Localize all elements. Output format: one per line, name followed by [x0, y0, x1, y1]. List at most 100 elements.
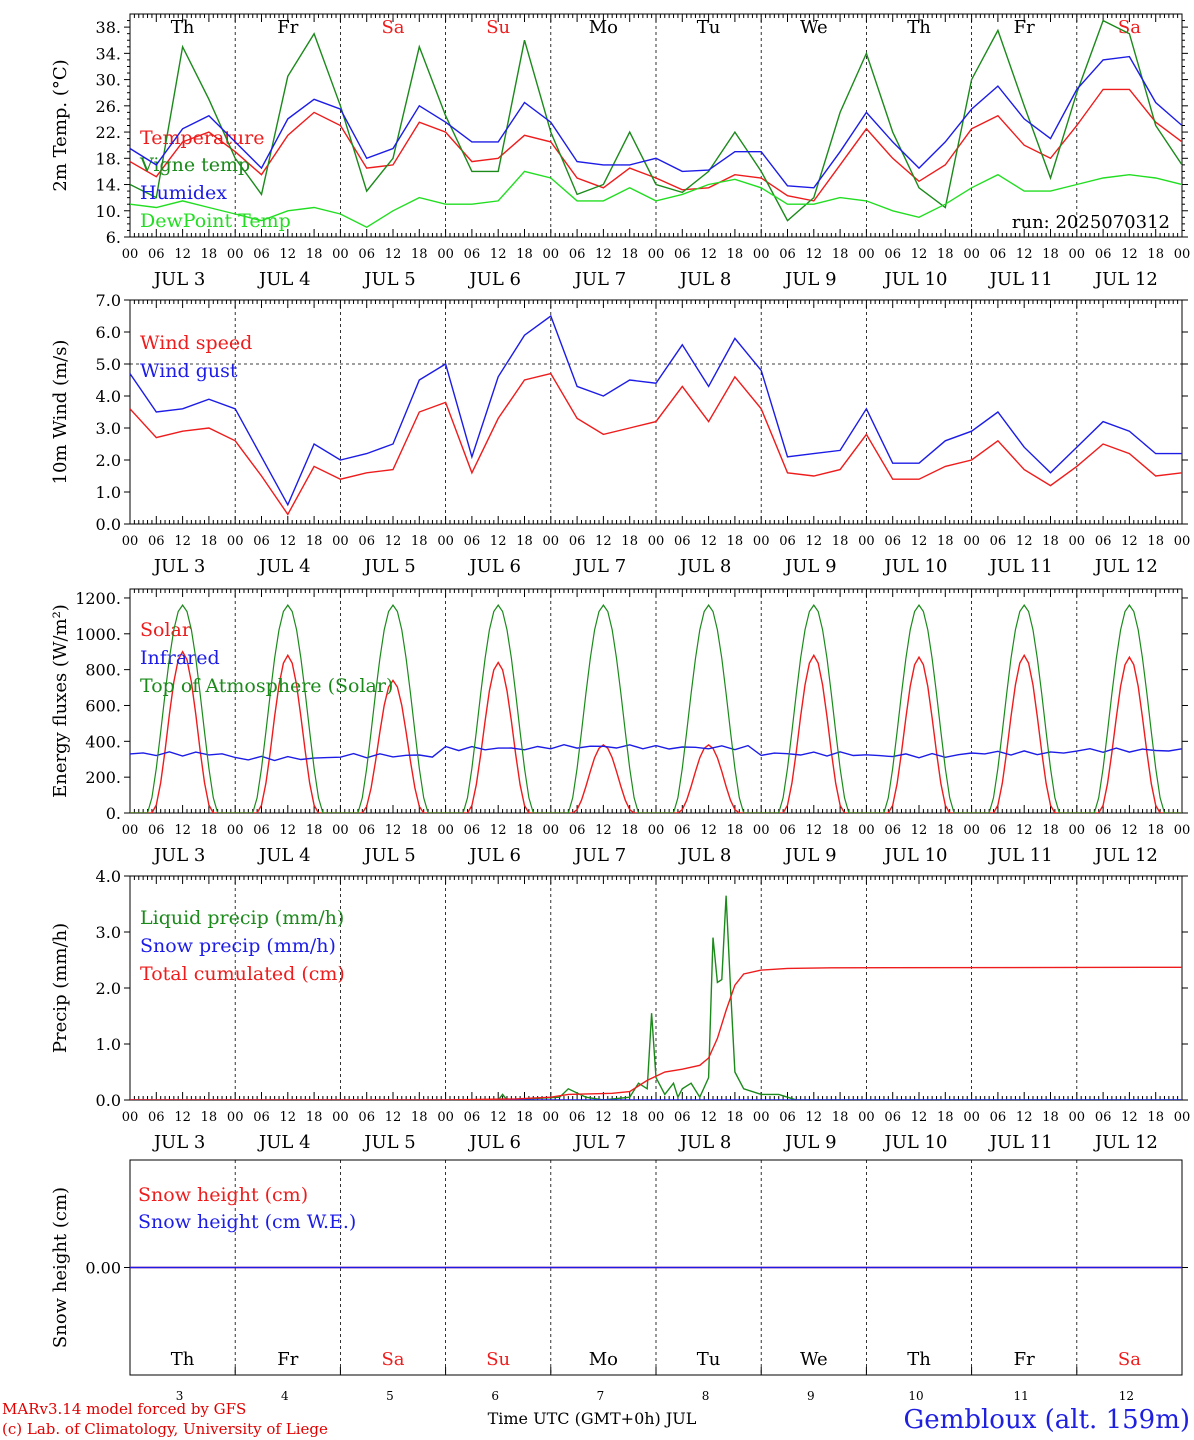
hour-label: 18 — [1147, 247, 1164, 262]
y-axis-label: 10m Wind (m/s) — [50, 340, 71, 485]
date-label: JUL 5 — [362, 269, 416, 290]
panels: 6.10.14.18.22.26.30.34.38.2m Temp. (°C)0… — [50, 13, 1191, 1403]
hour-label: 06 — [779, 247, 796, 262]
date-label: JUL 9 — [783, 269, 837, 290]
y-tick-label: 26. — [96, 97, 121, 116]
hour-label: 06 — [779, 823, 796, 838]
hour-label: 06 — [884, 534, 901, 549]
hour-label: 12 — [174, 534, 191, 549]
date-label: JUL 10 — [883, 556, 948, 577]
hour-label: 06 — [464, 1110, 481, 1125]
hour-label: 12 — [700, 823, 717, 838]
hour-label: 06 — [148, 1110, 165, 1125]
date-label: JUL 6 — [467, 845, 521, 866]
y-tick-label: 0.00 — [85, 1259, 121, 1278]
hour-label: 06 — [569, 247, 586, 262]
legend-entry: Wind gust — [140, 360, 238, 382]
weekday-label: Mo — [589, 1349, 618, 1370]
hour-label: 18 — [937, 247, 954, 262]
hour-label: 18 — [411, 823, 428, 838]
hour-label: 00 — [963, 823, 980, 838]
date-label: JUL 11 — [988, 1132, 1053, 1153]
weekday-label: Fr — [277, 1349, 298, 1370]
date-label: JUL 11 — [988, 269, 1053, 290]
date-label: JUL 6 — [467, 1132, 521, 1153]
hour-label: 00 — [227, 1110, 244, 1125]
hour-label: 06 — [674, 1110, 691, 1125]
series-line-dewpoint-temp — [130, 170, 1182, 229]
legend-entry: Snow height (cm) — [138, 1184, 308, 1206]
hour-label: 06 — [990, 823, 1007, 838]
hour-label: 06 — [253, 247, 270, 262]
hour-label: 00 — [437, 823, 454, 838]
hour-label: 18 — [832, 1110, 849, 1125]
weekday-label: Th — [907, 1349, 931, 1370]
series-line-wind-speed — [130, 372, 1182, 516]
date-label: JUL 3 — [152, 845, 206, 866]
hour-label: 00 — [122, 823, 139, 838]
hour-label: 00 — [332, 1110, 349, 1125]
hour-label: 12 — [1121, 247, 1138, 262]
hour-label: 12 — [806, 1110, 823, 1125]
date-label: JUL 8 — [678, 556, 732, 577]
hour-label: 06 — [990, 247, 1007, 262]
hour-label: 18 — [411, 534, 428, 549]
hour-label: 12 — [385, 247, 402, 262]
hour-label: 12 — [385, 534, 402, 549]
weekday-label: Sa — [1118, 1349, 1141, 1370]
date-label: JUL 6 — [467, 269, 521, 290]
hour-label: 06 — [253, 534, 270, 549]
hour-label: 18 — [1147, 1110, 1164, 1125]
date-label: JUL 10 — [883, 845, 948, 866]
hour-label: 06 — [253, 1110, 270, 1125]
legend-entry: Temperature — [140, 127, 264, 149]
hour-label: 18 — [832, 534, 849, 549]
hour-label: 18 — [832, 247, 849, 262]
hour-label: 12 — [174, 823, 191, 838]
hour-label: 18 — [306, 534, 323, 549]
date-label: JUL 11 — [988, 845, 1053, 866]
panel-precip: 0.0 1.0 2.0 3.0 4.0 Precip (mm/h) 00 06 12 18 JUL … — [50, 867, 1190, 1153]
hour-label: 00 — [753, 823, 770, 838]
hour-label: 00 — [753, 1110, 770, 1125]
hour-label: 06 — [464, 534, 481, 549]
date-label: JUL 5 — [362, 845, 416, 866]
hour-label: 12 — [1121, 534, 1138, 549]
legend-entry: Vigne temp — [139, 154, 250, 176]
legend-entry: Infrared — [140, 647, 220, 669]
plot-frame — [129, 299, 1183, 525]
hour-label: 00 — [1069, 823, 1086, 838]
hour-label: 00 — [1174, 247, 1191, 262]
hour-label: 00 — [437, 1110, 454, 1125]
hour-label: 18 — [516, 534, 533, 549]
hour-label: 00 — [543, 247, 560, 262]
date-label: JUL 10 — [883, 1132, 948, 1153]
hour-label: 00 — [963, 247, 980, 262]
hour-label: 12 — [911, 534, 928, 549]
y-tick-label: 3.0 — [96, 923, 121, 942]
y-tick-label: 4.0 — [96, 867, 121, 886]
hour-label: 00 — [437, 247, 454, 262]
y-tick-label: 22. — [96, 123, 121, 142]
hour-label: 06 — [148, 247, 165, 262]
series-line-temperature — [130, 88, 1182, 202]
hour-label: 12 — [280, 247, 297, 262]
run-label: run: 2025070312 — [1012, 212, 1170, 233]
date-label: JUL 4 — [257, 556, 311, 577]
hour-label: 12 — [1121, 1110, 1138, 1125]
hour-label: 12 — [490, 1110, 507, 1125]
hour-label: 18 — [1147, 534, 1164, 549]
date-label: JUL 9 — [783, 1132, 837, 1153]
hour-label: 00 — [332, 247, 349, 262]
date-label: JUL 12 — [1093, 845, 1158, 866]
date-label: JUL 3 — [152, 269, 206, 290]
hour-label: 00 — [963, 1110, 980, 1125]
y-tick-label: 1.0 — [96, 1035, 121, 1054]
hour-label: 06 — [358, 1110, 375, 1125]
time-axis-label: Time UTC (GMT+0h) JUL — [488, 1409, 697, 1428]
day-number: 3 — [176, 1389, 184, 1403]
day-number: 4 — [281, 1389, 289, 1403]
weekday-label: We — [800, 1349, 828, 1370]
day-number: 9 — [807, 1389, 815, 1403]
weekday-label: Mo — [589, 17, 618, 38]
